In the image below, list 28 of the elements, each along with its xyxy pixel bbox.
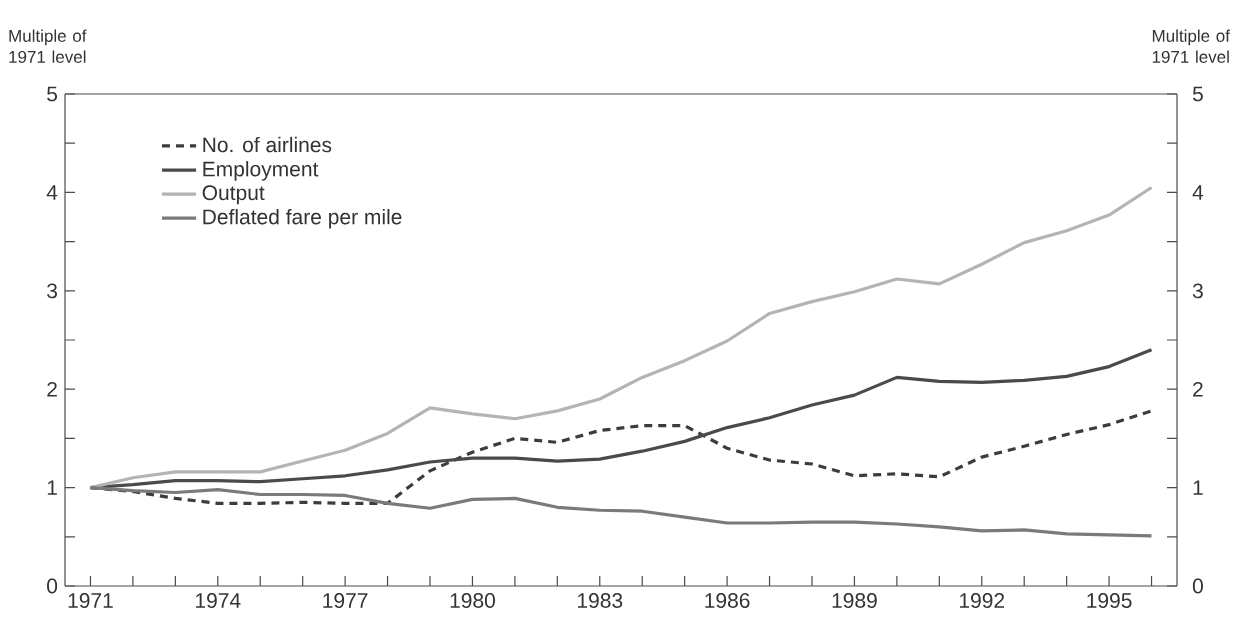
y-tick-label: 5 <box>47 86 58 102</box>
x-tick-label: 1983 <box>578 593 623 608</box>
x-tick-label: 1995 <box>1087 593 1132 608</box>
y-tick-label: 3 <box>47 283 58 299</box>
y2-tick-label: 5 <box>1192 86 1203 102</box>
y-tick-label: 2 <box>47 381 57 397</box>
y2-tick-label: 0 <box>1192 578 1203 594</box>
x-tick-label: 1974 <box>196 593 241 608</box>
y-tick-label: 1 <box>47 480 57 495</box>
x-tick-label: 1971 <box>68 593 113 608</box>
x-tick-label: 1980 <box>450 593 495 608</box>
x-tick-label: 1977 <box>323 593 368 608</box>
y2-tick-label: 1 <box>1193 480 1203 495</box>
y2-tick-label: 4 <box>1192 185 1204 200</box>
y2-tick-label: 3 <box>1192 283 1203 299</box>
y2-tick-label: 2 <box>1193 381 1203 397</box>
legend-label: No. of airlines <box>203 136 332 153</box>
legend-label: Deflated fare per mile <box>203 208 402 229</box>
y-axis-title: Multiple of 1971 level <box>9 29 87 63</box>
y-tick-label: 0 <box>47 578 58 594</box>
y2-axis-title: Multiple of 1971 level <box>1152 29 1230 63</box>
x-tick-label: 1992 <box>960 593 1005 608</box>
x-tick-label: 1989 <box>832 593 877 608</box>
legend-label: Employment <box>203 161 319 181</box>
y-tick-label: 4 <box>46 185 58 200</box>
line-series <box>88 486 1154 538</box>
x-tick-label: 1986 <box>705 593 750 608</box>
legend-label: Output <box>202 185 265 205</box>
